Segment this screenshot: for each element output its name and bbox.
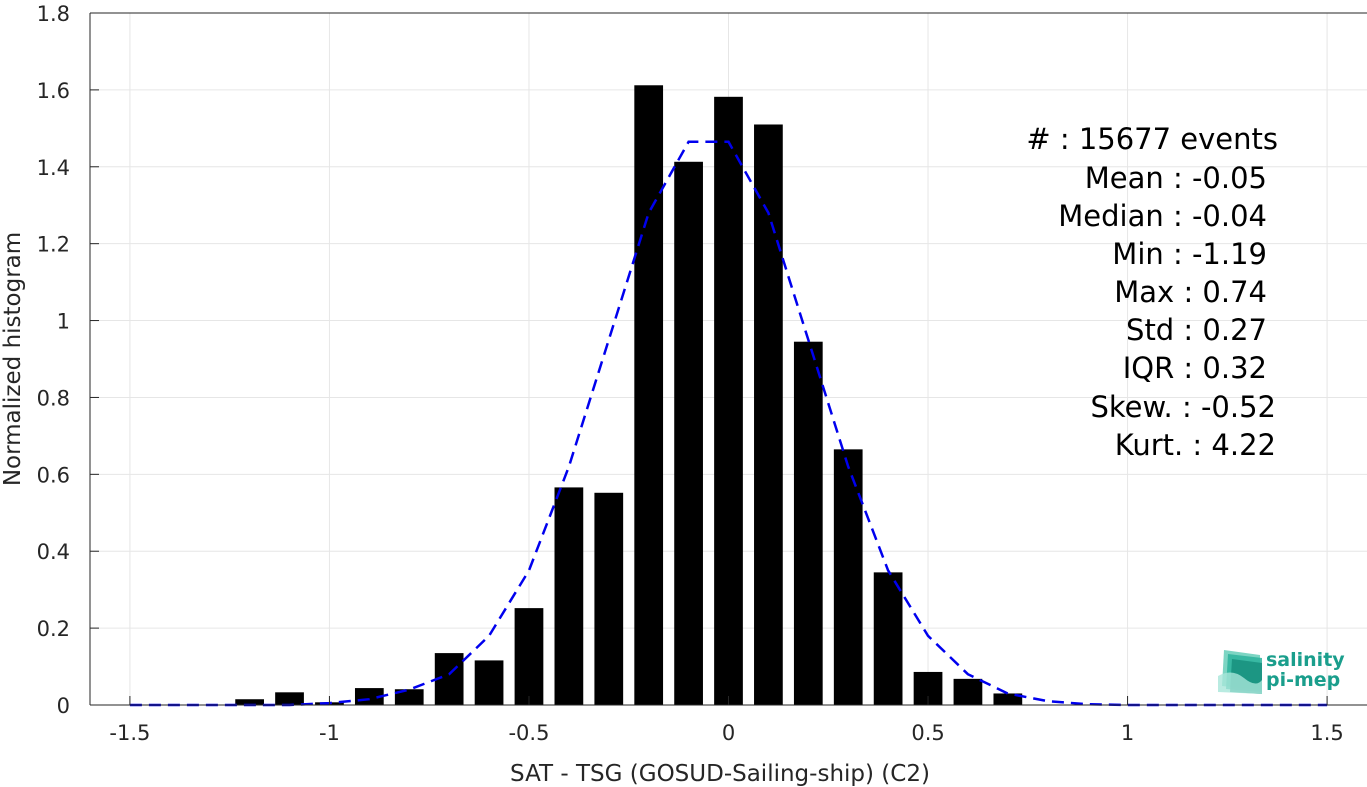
y-tick-label: 0.2 [37,617,70,641]
histogram-bar [474,660,504,705]
y-tick-label: 1.8 [37,2,70,26]
histogram-bar [674,161,703,705]
histogram-bar [754,124,783,705]
histogram-bar [275,692,304,705]
histogram-bar [993,693,1023,705]
y-axis-ticks: 0 0.2 0.4 0.6 0.8 1 1.2 1.4 1.6 1.8 [37,2,99,718]
histogram-bar [554,487,584,705]
y-tick-label: 1 [57,310,70,334]
y-tick-label: 0.4 [37,540,70,564]
x-tick-label: 0.5 [911,721,944,745]
x-tick-label: 1.5 [1310,721,1343,745]
histogram-bar [714,96,743,705]
y-tick-label: 0.8 [37,386,70,410]
histogram-bar [235,699,264,705]
histogram-bar [833,449,863,705]
x-tick-label: -1.5 [109,721,150,745]
x-tick-label: 1 [1121,721,1134,745]
stat-median: Median : -0.04 [1058,199,1267,233]
stat-iqr: IQR : 0.32 [1123,351,1267,385]
stat-mean: Mean : -0.05 [1085,161,1267,195]
x-tick-label: -0.5 [508,721,549,745]
salinity-pimep-logo: salinity pi-mep [1218,649,1345,694]
stat-min: Min : -1.19 [1112,237,1267,271]
logo-line2: pi-mep [1266,669,1340,691]
y-tick-label: 1.4 [37,156,70,180]
y-tick-label: 1.6 [37,79,70,103]
histogram-bar [594,492,624,705]
stats-box: # : 15677 events Mean : -0.05 Median : -… [1026,122,1278,462]
x-tick-label: -1 [319,721,340,745]
histogram-bar [634,85,664,705]
y-tick-label: 1.2 [37,233,70,257]
histogram-bar [514,608,544,705]
stat-std: Std : 0.27 [1126,313,1267,347]
stat-max: Max : 0.74 [1114,275,1267,309]
stat-skew: Skew. : -0.52 [1090,390,1276,424]
histogram-bar [953,678,983,705]
y-tick-label: 0 [57,694,70,718]
x-axis-label: SAT - TSG (GOSUD-Sailing-ship) (C2) [510,761,930,787]
stat-kurt: Kurt. : 4.22 [1115,428,1276,462]
x-axis-ticks: -1.5 -1 -0.5 0 0.5 1 1.5 [109,696,1344,745]
histogram-bar [793,341,823,705]
x-tick-label: 0 [722,721,735,745]
histogram-bars [235,85,1023,705]
y-axis-label: Normalized histogram [0,232,26,486]
stat-count: # : 15677 events [1026,122,1278,156]
histogram-bar [394,689,424,705]
logo-line1: salinity [1266,649,1345,671]
y-tick-label: 0.6 [37,463,70,487]
histogram-bar [873,572,903,705]
wave-logo-icon [1218,650,1262,694]
